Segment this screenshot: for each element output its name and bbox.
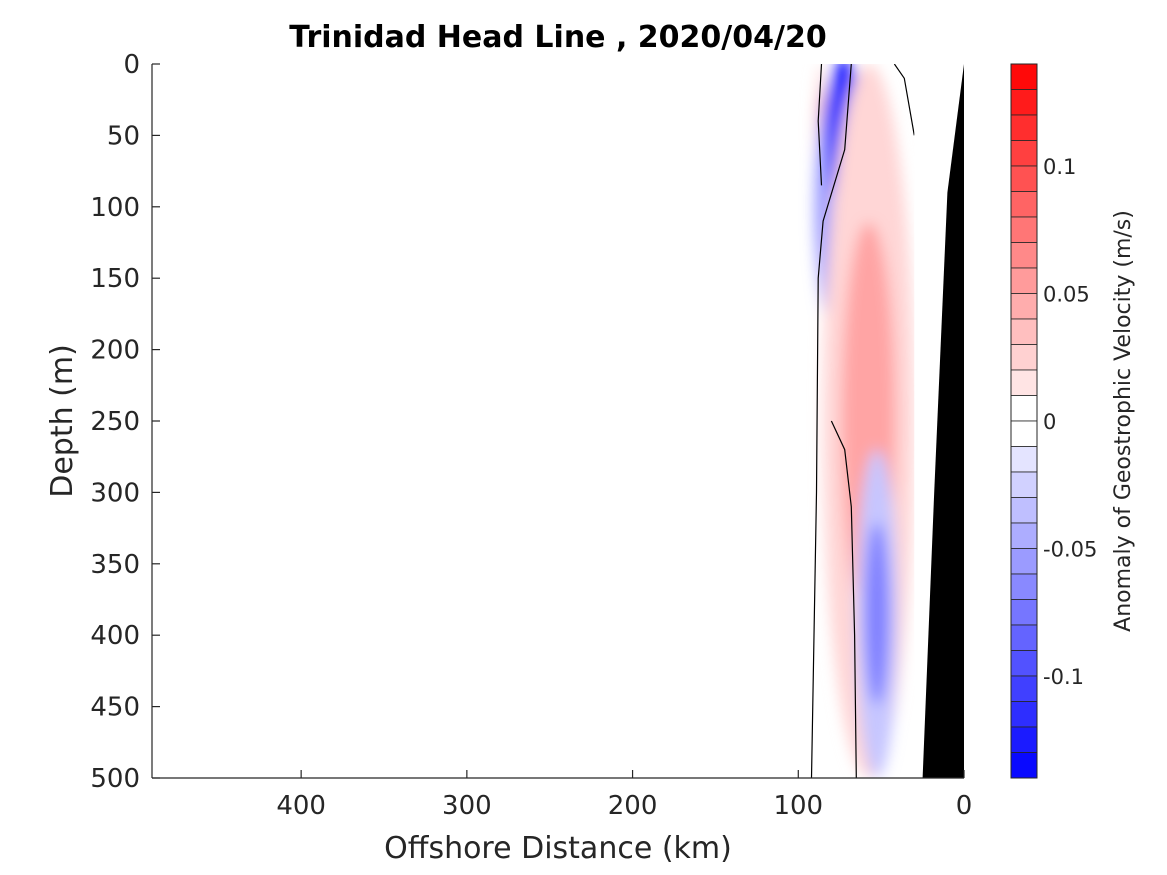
zero-contour-line xyxy=(893,64,915,136)
chart-title: Trinidad Head Line , 2020/04/20 xyxy=(289,20,826,55)
x-axis-ticks: 400 300 200 100 0 xyxy=(276,770,972,821)
zero-contours xyxy=(810,64,915,778)
no-data-mask xyxy=(914,64,964,778)
colorbar-segment xyxy=(1010,89,1038,116)
colorbar-segment xyxy=(1010,140,1038,167)
colorbar-segment xyxy=(1010,548,1038,575)
colorbar-tick-label: -0.1 xyxy=(1043,665,1084,689)
velocity-field xyxy=(814,64,915,778)
y-axis-ticks: 0 50 100 150 200 250 300 350 400 450 500 xyxy=(90,50,160,794)
colorbar-segment xyxy=(1010,471,1038,498)
colorbar-segment xyxy=(1010,701,1038,728)
colorbar-segment xyxy=(1010,344,1038,371)
y-tick-label: 400 xyxy=(90,621,140,651)
colorbar: 0.1 0.05 0 -0.05 -0.1 xyxy=(1010,63,1097,779)
y-tick-label: 50 xyxy=(107,121,140,151)
colorbar-segment xyxy=(1010,114,1038,141)
y-tick-label: 0 xyxy=(123,50,140,80)
x-tick-label: 300 xyxy=(442,791,492,821)
y-axis-label: Depth (m) xyxy=(45,344,80,498)
colorbar-segment xyxy=(1010,522,1038,549)
y-tick-label: 500 xyxy=(90,764,140,794)
colorbar-segment xyxy=(1010,165,1038,192)
y-tick-label: 200 xyxy=(90,336,140,366)
x-axis-label: Offshore Distance (km) xyxy=(384,831,732,866)
bottom-topography xyxy=(914,64,964,778)
y-tick-label: 300 xyxy=(90,478,140,508)
colorbar-segment xyxy=(1010,395,1038,422)
x-tick-label: 0 xyxy=(956,791,973,821)
colorbar-segment xyxy=(1010,726,1038,753)
y-tick-label: 250 xyxy=(90,407,140,437)
colorbar-segment xyxy=(1010,599,1038,626)
colorbar-label: Anomaly of Geostrophic Velocity (m/s) xyxy=(1111,210,1136,632)
colorbar-tick-label: 0.1 xyxy=(1043,155,1076,179)
colorbar-segment xyxy=(1010,216,1038,243)
colorbar-segment xyxy=(1010,446,1038,473)
colorbar-segment xyxy=(1010,267,1038,294)
colorbar-segment xyxy=(1010,369,1038,396)
zero-contour-line xyxy=(810,64,852,778)
y-tick-label: 350 xyxy=(90,550,140,580)
colorbar-segment xyxy=(1010,63,1038,90)
colorbar-segment xyxy=(1010,293,1038,320)
zero-contour-line xyxy=(830,420,857,778)
colorbar-segment xyxy=(1010,650,1038,677)
y-tick-label: 100 xyxy=(90,193,140,223)
y-tick-label: 150 xyxy=(90,264,140,294)
field-feature-core xyxy=(864,522,890,706)
colorbar-frame xyxy=(1010,63,1038,779)
colorbar-tick-label: 0 xyxy=(1043,410,1056,434)
colorbar-tick-label: 0.05 xyxy=(1043,283,1090,307)
colorbar-segment xyxy=(1010,497,1038,524)
colorbar-segment xyxy=(1010,242,1038,269)
x-tick-label: 100 xyxy=(773,791,823,821)
colorbar-tick-label: -0.05 xyxy=(1043,538,1097,562)
colorbar-segment xyxy=(1010,191,1038,218)
colorbar-segment xyxy=(1010,420,1038,447)
x-tick-label: 200 xyxy=(608,791,658,821)
x-tick-label: 400 xyxy=(276,791,326,821)
colorbar-segment xyxy=(1010,624,1038,651)
colorbar-segment xyxy=(1010,318,1038,345)
y-tick-label: 450 xyxy=(90,693,140,723)
colorbar-segment xyxy=(1010,752,1038,779)
bottom-topography-shape xyxy=(922,64,964,778)
colorbar-segment xyxy=(1010,675,1038,702)
colorbar-segment xyxy=(1010,573,1038,600)
zero-contour-line xyxy=(817,64,823,186)
